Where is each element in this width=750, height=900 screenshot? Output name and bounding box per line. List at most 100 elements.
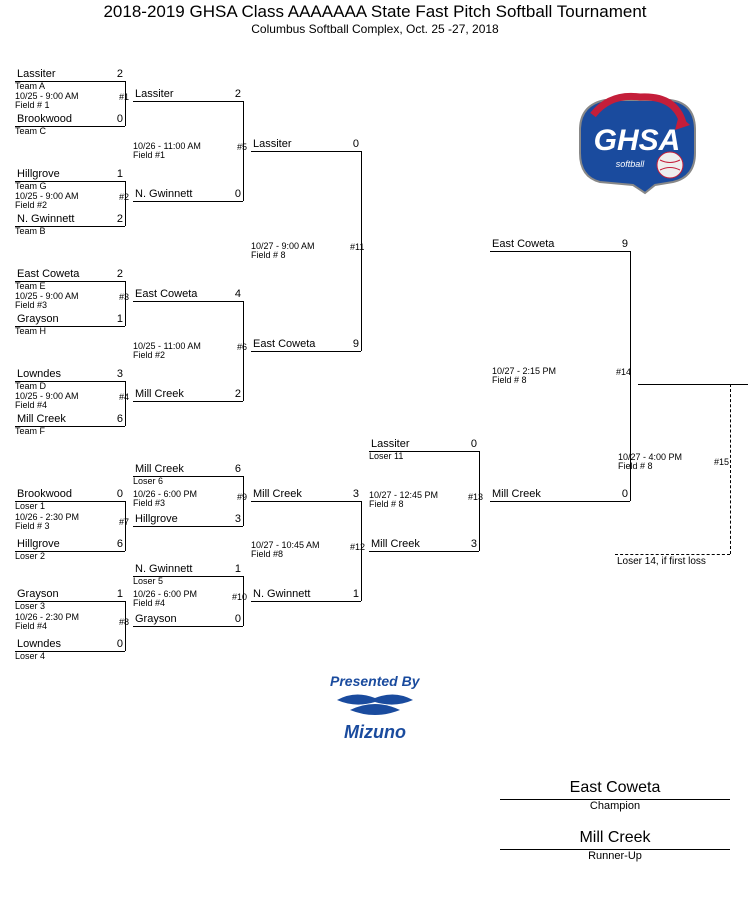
team-name: Grayson [135, 613, 177, 626]
bracket-connector [243, 301, 244, 401]
team-slot: Lassiter2 [133, 88, 243, 102]
loser-14-line [615, 554, 730, 555]
game-number: #10 [232, 592, 247, 602]
team-score: 1 [353, 588, 359, 601]
game-info: 10/27 - 12:45 PMField # 8 [369, 491, 438, 509]
game-number: #5 [237, 142, 247, 152]
team-slot: Mill Creek0 [490, 488, 630, 502]
team-score: 0 [117, 638, 123, 651]
game-info: 10/27 - 9:00 AMField # 8 [251, 242, 315, 260]
team-sublabel: Team D [15, 382, 46, 391]
team-name: Lowndes [17, 638, 61, 651]
team-sublabel: Team A [15, 82, 45, 91]
runnerup-label: Runner-Up [500, 850, 730, 862]
bracket-connector [125, 601, 126, 651]
team-score: 9 [353, 338, 359, 351]
champion-label: Champion [500, 800, 730, 812]
team-name: Brookwood [17, 488, 72, 501]
team-slot: N. Gwinnett 2 [15, 213, 125, 227]
team-name: N. Gwinnett [135, 188, 192, 201]
team-slot: Mill Creek 2 [133, 388, 243, 402]
game-number: #7 [119, 517, 129, 527]
game-info: 10/27 - 2:15 PMField # 8 [492, 367, 556, 385]
game-number: #14 [616, 367, 631, 377]
team-slot: East Coweta4 [133, 288, 243, 302]
team-slot: Grayson 0 [133, 613, 243, 627]
team-name: Lowndes [17, 368, 61, 381]
team-score: 2 [235, 88, 241, 101]
svg-text:softball: softball [616, 159, 646, 169]
bracket-connector [479, 451, 480, 551]
team-score: 3 [353, 488, 359, 501]
bracket-connector [243, 476, 244, 526]
team-score: 0 [235, 188, 241, 201]
team-score: 0 [117, 488, 123, 501]
game-info: 10/26 - 2:30 PMField # 3 [15, 513, 79, 531]
team-sublabel: Team E [15, 282, 46, 291]
bracket-connector [243, 576, 244, 626]
game-info: 10/26 - 2:30 PMField #4 [15, 613, 79, 631]
team-score: 1 [117, 313, 123, 326]
team-name: N. Gwinnett [17, 213, 74, 226]
team-name: Lassiter [253, 138, 292, 151]
team-name: Mill Creek [135, 463, 184, 476]
bracket-connector [125, 81, 126, 126]
bracket-connector [243, 101, 244, 201]
game-number: #3 [119, 292, 129, 302]
page-title: 2018-2019 GHSA Class AAAAAAA State Fast … [0, 2, 750, 22]
game-info: 10/25 - 11:00 AMField #2 [133, 342, 201, 360]
team-score: 3 [471, 538, 477, 551]
team-name: Mill Creek [371, 538, 420, 551]
team-score: 1 [235, 563, 241, 576]
game-info: 10/27 - 4:00 PMField # 8 [618, 453, 682, 471]
team-score: 0 [353, 138, 359, 151]
game-info: 10/26 - 6:00 PMField #3 [133, 490, 197, 508]
bracket-connector [630, 251, 631, 501]
game-info: 10/25 - 9:00 AMField #2 [15, 192, 79, 210]
team-slot: Brookwood 0 [15, 113, 125, 127]
team-score: 2 [235, 388, 241, 401]
team-name: Hillgrove [17, 168, 60, 181]
game-number: #9 [237, 492, 247, 502]
team-score: 0 [117, 113, 123, 126]
game-number: #8 [119, 617, 129, 627]
team-slot: Lassiter0 [369, 438, 479, 452]
team-sublabel: Team G [15, 182, 47, 191]
team-score: 2 [117, 213, 123, 226]
bracket-connector [125, 381, 126, 426]
team-sublabel: Team B [15, 227, 46, 236]
game-info: 10/25 - 9:00 AMField #3 [15, 292, 79, 310]
team-score: 0 [622, 488, 628, 501]
team-score: 3 [117, 368, 123, 381]
team-slot: East Coweta2 [15, 268, 125, 282]
game-info: 10/26 - 6:00 PMField #4 [133, 590, 197, 608]
team-name: Mill Creek [17, 413, 66, 426]
team-sublabel: Loser 4 [15, 652, 45, 661]
team-name: Hillgrove [17, 538, 60, 551]
team-slot: East Coweta9 [490, 238, 630, 252]
bracket-connector [125, 501, 126, 551]
team-score: 1 [117, 588, 123, 601]
team-score: 0 [235, 613, 241, 626]
bracket-connector [730, 384, 731, 554]
team-score: 3 [235, 513, 241, 526]
bracket-connector [125, 181, 126, 226]
team-name: Hillgrove [135, 513, 178, 526]
team-name: Lassiter [17, 68, 56, 81]
team-name: Brookwood [17, 113, 72, 126]
team-name: Mill Creek [135, 388, 184, 401]
team-slot: Grayson1 [15, 588, 125, 602]
game-info: 10/25 - 9:00 AMField #4 [15, 392, 79, 410]
team-slot: Hillgrove1 [15, 168, 125, 182]
game-number: #12 [350, 542, 365, 552]
svg-text:Mizuno: Mizuno [344, 722, 406, 742]
team-score: 2 [117, 68, 123, 81]
team-slot: Hillgrove6 [15, 538, 125, 552]
runnerup-line: Mill Creek [500, 829, 730, 850]
team-name: N. Gwinnett [135, 563, 192, 576]
team-slot: Lowndes 3 [15, 368, 125, 382]
team-score: 2 [117, 268, 123, 281]
team-name: Grayson [17, 313, 59, 326]
team-sublabel: Loser 1 [15, 502, 45, 511]
team-sublabel: Loser 2 [15, 552, 45, 561]
